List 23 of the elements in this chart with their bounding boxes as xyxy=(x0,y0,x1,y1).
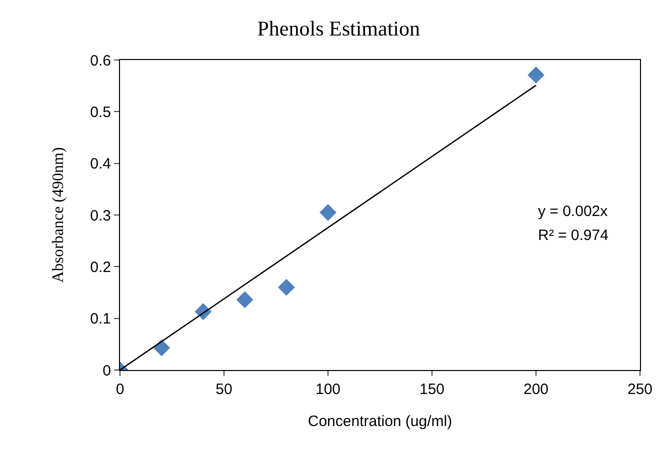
x-tick-label: 200 xyxy=(523,381,549,398)
x-tick-label: 150 xyxy=(419,381,445,398)
y-tick-label: 0 xyxy=(102,362,111,380)
y-tick-label: 0.4 xyxy=(90,156,111,173)
y-tick-label: 0.5 xyxy=(90,104,111,121)
point xyxy=(528,66,544,84)
x-tick-label: 100 xyxy=(315,381,341,398)
point xyxy=(320,204,336,221)
point xyxy=(153,339,170,356)
chart-title: Phenols Estimation xyxy=(257,16,421,40)
y-axis-title: Absorbance (490nm) xyxy=(50,147,68,283)
point xyxy=(278,278,295,296)
point xyxy=(236,291,254,308)
annotation: y = 0.002x xyxy=(538,203,608,220)
y-tick-label: 0.1 xyxy=(90,310,111,328)
y-tick-label: 0.6 xyxy=(90,52,111,70)
annotation: R² = 0.974 xyxy=(538,227,608,244)
x-tick-label: 250 xyxy=(627,381,653,398)
y-tick-label: 0.2 xyxy=(90,258,111,276)
x-tick-label: 0 xyxy=(116,381,124,398)
x-tick-label: 50 xyxy=(216,381,232,398)
y-tick-label: 0.3 xyxy=(90,207,111,224)
x-axis-title: Concentration (ug/ml) xyxy=(308,413,452,430)
